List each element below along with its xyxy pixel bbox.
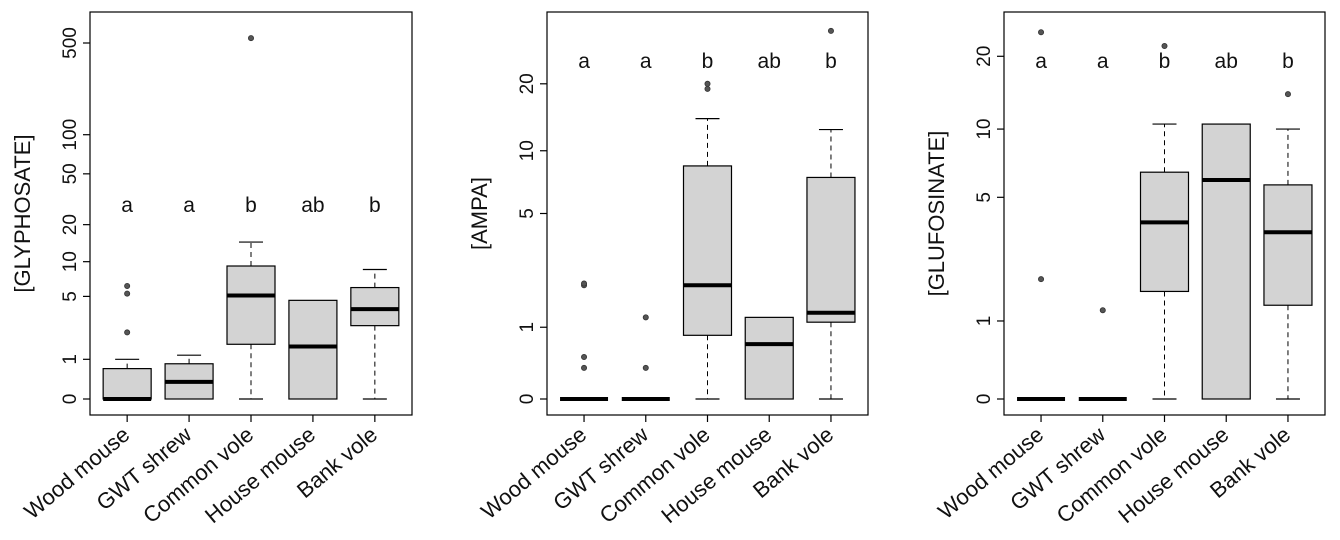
box-house-mouse (288, 299, 338, 400)
box-common-vole (1139, 43, 1190, 400)
outlier-point (642, 364, 649, 371)
x-tick-label: Wood mouse (19, 422, 134, 524)
significance-letter: a (121, 194, 133, 217)
significance-letter: b (369, 194, 381, 217)
outlier-point (581, 354, 588, 361)
box-house-mouse (1201, 123, 1251, 400)
outlier-point (581, 280, 588, 287)
box-bank-vole (1263, 91, 1313, 400)
significance-letter: b (1282, 50, 1294, 73)
iqr-box (744, 316, 794, 400)
iqr-box (1263, 184, 1313, 306)
y-axis-label: [GLYPHOSATE] (10, 134, 35, 292)
significance-letter: b (825, 50, 837, 73)
box-gwt-shrew (164, 354, 214, 400)
box-wood-mouse (1017, 29, 1066, 401)
y-tick-label: 1 (974, 316, 995, 327)
outlier-point (704, 80, 711, 87)
significance-letter: a (1097, 50, 1109, 73)
y-tick-label: 5 (974, 192, 995, 203)
significance-letter: b (1159, 50, 1171, 73)
significance-letter: ab (301, 194, 324, 217)
y-tick-label: 0 (974, 394, 995, 405)
y-tick-label: 100 (60, 119, 81, 151)
box-common-vole (682, 80, 733, 400)
box-common-vole (226, 35, 276, 400)
y-tick-label: 1 (517, 322, 538, 333)
box-gwt-shrew (621, 314, 670, 401)
iqr-box (1201, 123, 1251, 400)
outlier-point (124, 329, 131, 336)
y-tick-label: 1 (60, 354, 81, 365)
significance-letter: a (1035, 50, 1047, 73)
y-tick-label: 5 (517, 208, 538, 219)
y-axis-label: [GLUFOSINATE] (924, 131, 949, 297)
y-tick-label: 5 (60, 291, 81, 302)
x-tick-label: Wood mouse (933, 422, 1048, 524)
iqr-box (102, 368, 152, 400)
outlier-point (581, 364, 588, 371)
outlier-point (642, 314, 649, 321)
outlier-point (247, 35, 254, 42)
y-tick-label: 50 (60, 163, 81, 184)
y-tick-label: 20 (517, 73, 538, 94)
y-tick-label: 20 (60, 214, 81, 235)
y-tick-label: 10 (60, 251, 81, 272)
iqr-box (288, 299, 338, 400)
iqr-box (1139, 171, 1190, 293)
x-tick-label: Wood mouse (476, 422, 591, 524)
outlier-point (704, 85, 711, 92)
box-house-mouse (744, 316, 794, 400)
iqr-box (682, 165, 733, 336)
iqr-box (806, 176, 856, 323)
y-tick-label: 500 (60, 27, 81, 59)
outlier-point (124, 290, 131, 297)
outlier-point (1038, 276, 1045, 283)
outlier-point (1284, 91, 1291, 98)
significance-letter: ab (1215, 50, 1238, 73)
y-tick-label: 10 (517, 140, 538, 161)
y-tick-label: 0 (517, 394, 538, 405)
y-tick-label: 0 (60, 394, 81, 405)
y-tick-label: 10 (974, 119, 995, 140)
significance-letter: a (183, 194, 195, 217)
box-wood-mouse (102, 282, 152, 401)
box-bank-vole (350, 268, 400, 400)
box-bank-vole (806, 27, 856, 400)
significance-letter: a (640, 50, 652, 73)
significance-letter: b (702, 50, 714, 73)
outlier-point (1161, 43, 1168, 50)
outlier-point (124, 282, 131, 289)
iqr-box (350, 286, 400, 327)
y-axis-label: [AMPA] (467, 177, 492, 250)
y-tick-label: 20 (974, 46, 995, 67)
outlier-point (827, 27, 834, 34)
outlier-point (1038, 29, 1045, 36)
significance-letter: b (245, 194, 257, 217)
significance-letter: a (578, 50, 590, 73)
significance-letter: ab (758, 50, 781, 73)
outlier-point (1099, 307, 1106, 314)
box-gwt-shrew (1078, 307, 1127, 401)
box-wood-mouse (560, 280, 609, 401)
iqr-box (226, 265, 276, 345)
